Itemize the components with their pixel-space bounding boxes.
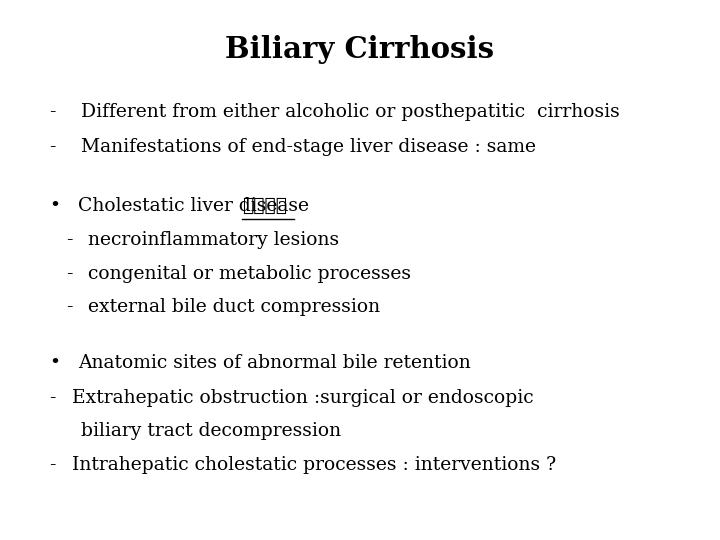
Text: biliary tract decompression: biliary tract decompression xyxy=(81,422,341,440)
Text: Anatomic sites of abnormal bile retention: Anatomic sites of abnormal bile retentio… xyxy=(78,354,470,372)
Text: •: • xyxy=(49,354,60,372)
Text: -: - xyxy=(66,298,73,316)
Text: -: - xyxy=(66,231,73,249)
Text: Biliary Cirrhosis: Biliary Cirrhosis xyxy=(225,35,495,64)
Text: external bile duct compression: external bile duct compression xyxy=(88,298,380,316)
Text: 가능요인: 가능요인 xyxy=(243,197,287,215)
Text: Intrahepatic cholestatic processes : interventions ?: Intrahepatic cholestatic processes : int… xyxy=(72,456,556,474)
Text: -: - xyxy=(66,265,73,282)
Text: necroinflammatory lesions: necroinflammatory lesions xyxy=(88,231,339,249)
Text: -: - xyxy=(49,456,55,474)
Text: congenital or metabolic processes: congenital or metabolic processes xyxy=(88,265,411,282)
Text: Manifestations of end-stage liver disease : same: Manifestations of end-stage liver diseas… xyxy=(81,138,536,156)
Text: Cholestatic liver disease: Cholestatic liver disease xyxy=(78,197,315,215)
Text: Extrahepatic obstruction :surgical or endoscopic: Extrahepatic obstruction :surgical or en… xyxy=(72,389,534,407)
Text: •: • xyxy=(49,197,60,215)
Text: Different from either alcoholic or posthepatitic  cirrhosis: Different from either alcoholic or posth… xyxy=(81,103,619,120)
Text: -: - xyxy=(49,103,55,120)
Text: -: - xyxy=(49,389,55,407)
Text: -: - xyxy=(49,138,55,156)
